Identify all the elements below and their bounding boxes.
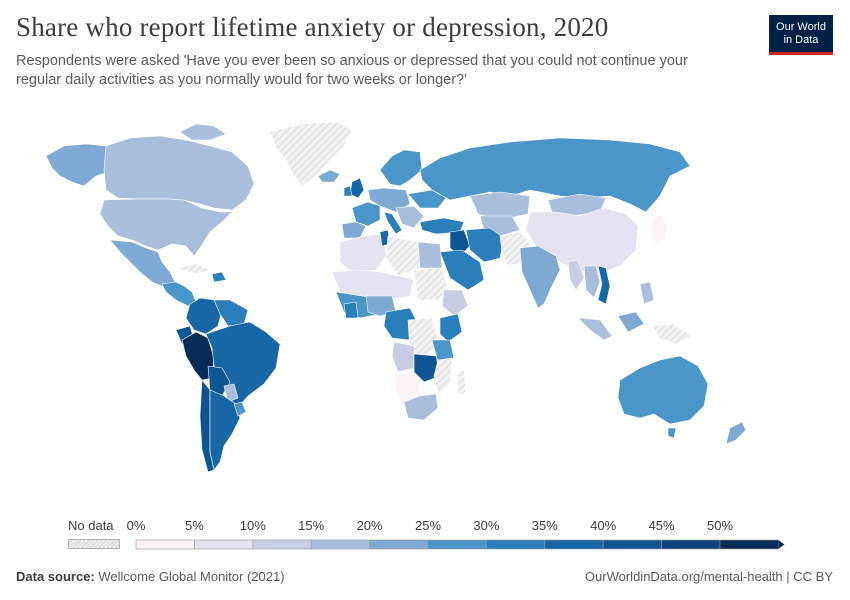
legend-tick-label: 25% — [414, 518, 442, 533]
country-iceland[interactable] — [317, 169, 341, 183]
country-myanmar[interactable] — [567, 259, 585, 291]
country-italy[interactable] — [383, 211, 403, 235]
data-source-label: Data source: — [16, 569, 95, 584]
legend-tick-label: 10% — [239, 518, 266, 533]
country-saudi-arabia[interactable] — [439, 249, 485, 291]
country-paraguay[interactable] — [223, 383, 239, 403]
legend-bin-0[interactable] — [135, 539, 195, 550]
legend-bin-8[interactable] — [602, 539, 662, 550]
country-ghana-ivory-coast[interactable] — [343, 301, 359, 319]
country-indonesia[interactable] — [577, 317, 613, 341]
country-tasmania[interactable] — [667, 427, 677, 439]
country-vietnam[interactable] — [597, 265, 611, 305]
country-ukraine[interactable] — [407, 189, 447, 209]
legend-bin-6[interactable] — [486, 539, 546, 550]
legend-bin-2[interactable] — [252, 539, 312, 550]
country-papua[interactable] — [651, 323, 693, 345]
country-iran[interactable] — [465, 227, 505, 263]
chart-subtitle: Respondents were asked 'Have you ever be… — [16, 53, 688, 88]
country-angola[interactable] — [391, 341, 415, 373]
legend-tick-label: 50% — [706, 518, 734, 533]
legend-tick-label: 5% — [184, 518, 204, 533]
country-canada-islands[interactable] — [179, 123, 227, 141]
country-ethiopia[interactable] — [441, 289, 469, 317]
legend-arrow — [778, 540, 785, 549]
country-thailand-laos[interactable] — [583, 265, 601, 299]
country-iraq[interactable] — [449, 229, 471, 257]
logo-line-2: in Data — [783, 33, 819, 46]
country-ireland[interactable] — [343, 185, 353, 197]
country-cuba[interactable] — [175, 263, 211, 275]
country-india[interactable] — [519, 245, 561, 309]
country-russia[interactable] — [419, 137, 691, 213]
country-tanzania[interactable] — [431, 339, 455, 363]
region-central-america[interactable] — [161, 281, 197, 307]
legend-bin-7[interactable] — [544, 539, 604, 550]
owid-logo[interactable]: Our World in Data — [769, 15, 833, 55]
legend-bin-1[interactable] — [194, 539, 254, 550]
country-united-states[interactable] — [99, 198, 233, 257]
country-canada[interactable] — [103, 135, 255, 211]
chart-title: Share who report lifetime anxiety or dep… — [16, 12, 609, 42]
legend-tick-label: 20% — [356, 518, 383, 533]
country-alaska[interactable] — [45, 143, 109, 187]
legend-color-scale[interactable] — [0, 516, 850, 552]
world-map[interactable] — [0, 110, 850, 510]
legend-bin-10[interactable] — [719, 539, 779, 550]
country-south-africa[interactable] — [403, 393, 439, 421]
legend-no-data-swatch[interactable] — [68, 539, 120, 549]
legend-tick-label: 35% — [531, 518, 558, 533]
country-dominican-republic[interactable] — [211, 271, 227, 283]
legend-bin-4[interactable] — [369, 539, 429, 550]
country-kenya[interactable] — [439, 313, 463, 343]
country-colombia[interactable] — [185, 297, 223, 335]
legend-bin-3[interactable] — [310, 539, 370, 550]
country-greenland[interactable] — [269, 121, 353, 187]
legend-bin-9[interactable] — [661, 539, 721, 550]
legend-tick-label: 45% — [648, 518, 675, 533]
legend-tick-label: 30% — [473, 518, 500, 533]
legend-tick-label: 0% — [126, 518, 146, 533]
country-argentina[interactable] — [209, 389, 241, 471]
country-mozambique[interactable] — [433, 357, 453, 395]
country-madagascar[interactable] — [457, 369, 467, 397]
logo-line-1: Our World — [776, 21, 826, 33]
region-sahel[interactable] — [331, 269, 415, 301]
country-morocco-algeria[interactable] — [339, 233, 387, 273]
data-source-text[interactable]: Wellcome Global Monitor (2021) — [98, 569, 285, 584]
region-balkans[interactable] — [395, 205, 425, 229]
legend-tick-label: 40% — [590, 518, 617, 533]
country-sudan[interactable] — [413, 267, 449, 301]
legend-tick-label: 15% — [298, 518, 325, 533]
country-zambia-zimbabwe[interactable] — [413, 353, 441, 383]
country-mexico[interactable] — [109, 239, 177, 289]
country-scandinavia[interactable] — [379, 149, 423, 187]
country-kazakhstan[interactable] — [469, 191, 531, 221]
country-korea-japan[interactable] — [649, 213, 669, 245]
legend-no-data-label: No data — [68, 518, 114, 533]
country-new-zealand[interactable] — [725, 421, 747, 445]
country-egypt[interactable] — [417, 241, 443, 269]
country-uruguay[interactable] — [233, 401, 247, 417]
country-indonesia-east[interactable] — [617, 311, 645, 333]
footer-url[interactable]: OurWorldinData.org/mental-health | CC BY — [584, 569, 833, 584]
country-libya[interactable] — [385, 235, 421, 277]
legend-bin-5[interactable] — [427, 539, 487, 550]
country-philippines[interactable] — [639, 281, 655, 305]
country-spain[interactable] — [341, 221, 367, 239]
data-source: Data source: Wellcome Global Monitor (20… — [16, 569, 285, 584]
country-australia[interactable] — [617, 355, 709, 425]
